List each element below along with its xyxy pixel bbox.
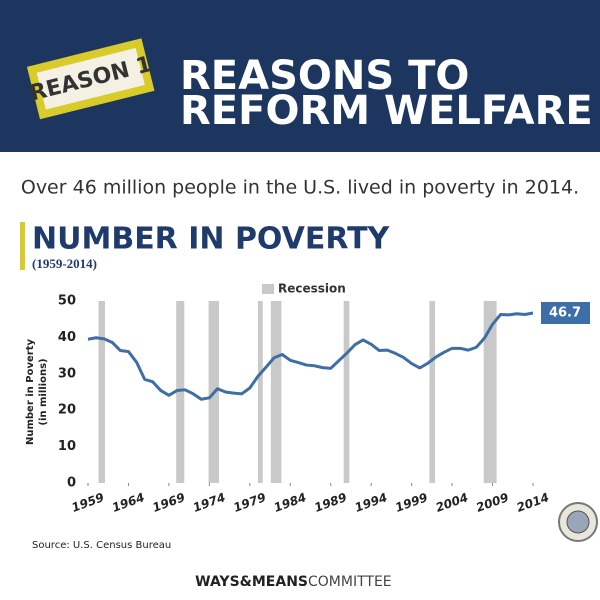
y-tick-label: 30 <box>58 366 76 381</box>
header-title: REASONS TO <box>180 53 469 99</box>
x-tick-label: 1984 <box>272 490 308 515</box>
recession-band <box>343 301 350 483</box>
y-axis-label: Number in Poverty <box>25 339 36 446</box>
seal <box>558 502 598 542</box>
x-tick-label: 1964 <box>110 490 146 515</box>
legend-swatch <box>262 284 274 294</box>
y-axis-label: (in millions) <box>38 358 49 425</box>
footer-light: COMMITTEE <box>308 574 392 590</box>
y-tick-label: 0 <box>67 476 76 491</box>
y-tick-label: 40 <box>58 330 76 345</box>
end-label-box <box>541 302 590 325</box>
x-tick-label: 1979 <box>232 490 268 515</box>
x-tick-label: 1989 <box>312 490 348 515</box>
source: Source: U.S. Census Bureau <box>32 540 171 551</box>
chart-title: NUMBER IN POVERTY <box>32 222 391 257</box>
footer-bold: WAYS&MEANS <box>195 574 308 590</box>
legend-label: Recession <box>278 282 346 296</box>
recession-band <box>176 301 185 483</box>
x-tick-label: 2014 <box>515 490 551 515</box>
x-tick-label: 1969 <box>151 490 187 515</box>
recession-band <box>270 301 282 483</box>
recession-band <box>257 301 263 483</box>
tag-inner <box>36 48 145 110</box>
y-tick-label: 50 <box>58 294 76 309</box>
recession-band <box>98 301 105 483</box>
end-label: 46.7 <box>549 306 581 321</box>
data-line <box>87 311 534 401</box>
x-tick-label: 1974 <box>191 490 227 515</box>
y-tick-label: 20 <box>58 403 76 418</box>
recession-band <box>429 301 436 483</box>
x-tick-label: 1994 <box>353 490 389 515</box>
title-accent <box>20 222 25 270</box>
headline: Over 46 million people in the U.S. lived… <box>21 177 579 199</box>
x-tick-label: 1959 <box>70 490 106 515</box>
chart-subtitle: (1959-2014) <box>32 256 97 271</box>
x-tick-label: 2009 <box>474 490 510 515</box>
header-title: REFORM WELFARE <box>180 88 593 134</box>
recession-band <box>483 301 497 483</box>
x-tick-label: 2004 <box>434 490 470 515</box>
y-tick-label: 10 <box>58 439 76 454</box>
x-tick-label: 1999 <box>393 490 429 515</box>
